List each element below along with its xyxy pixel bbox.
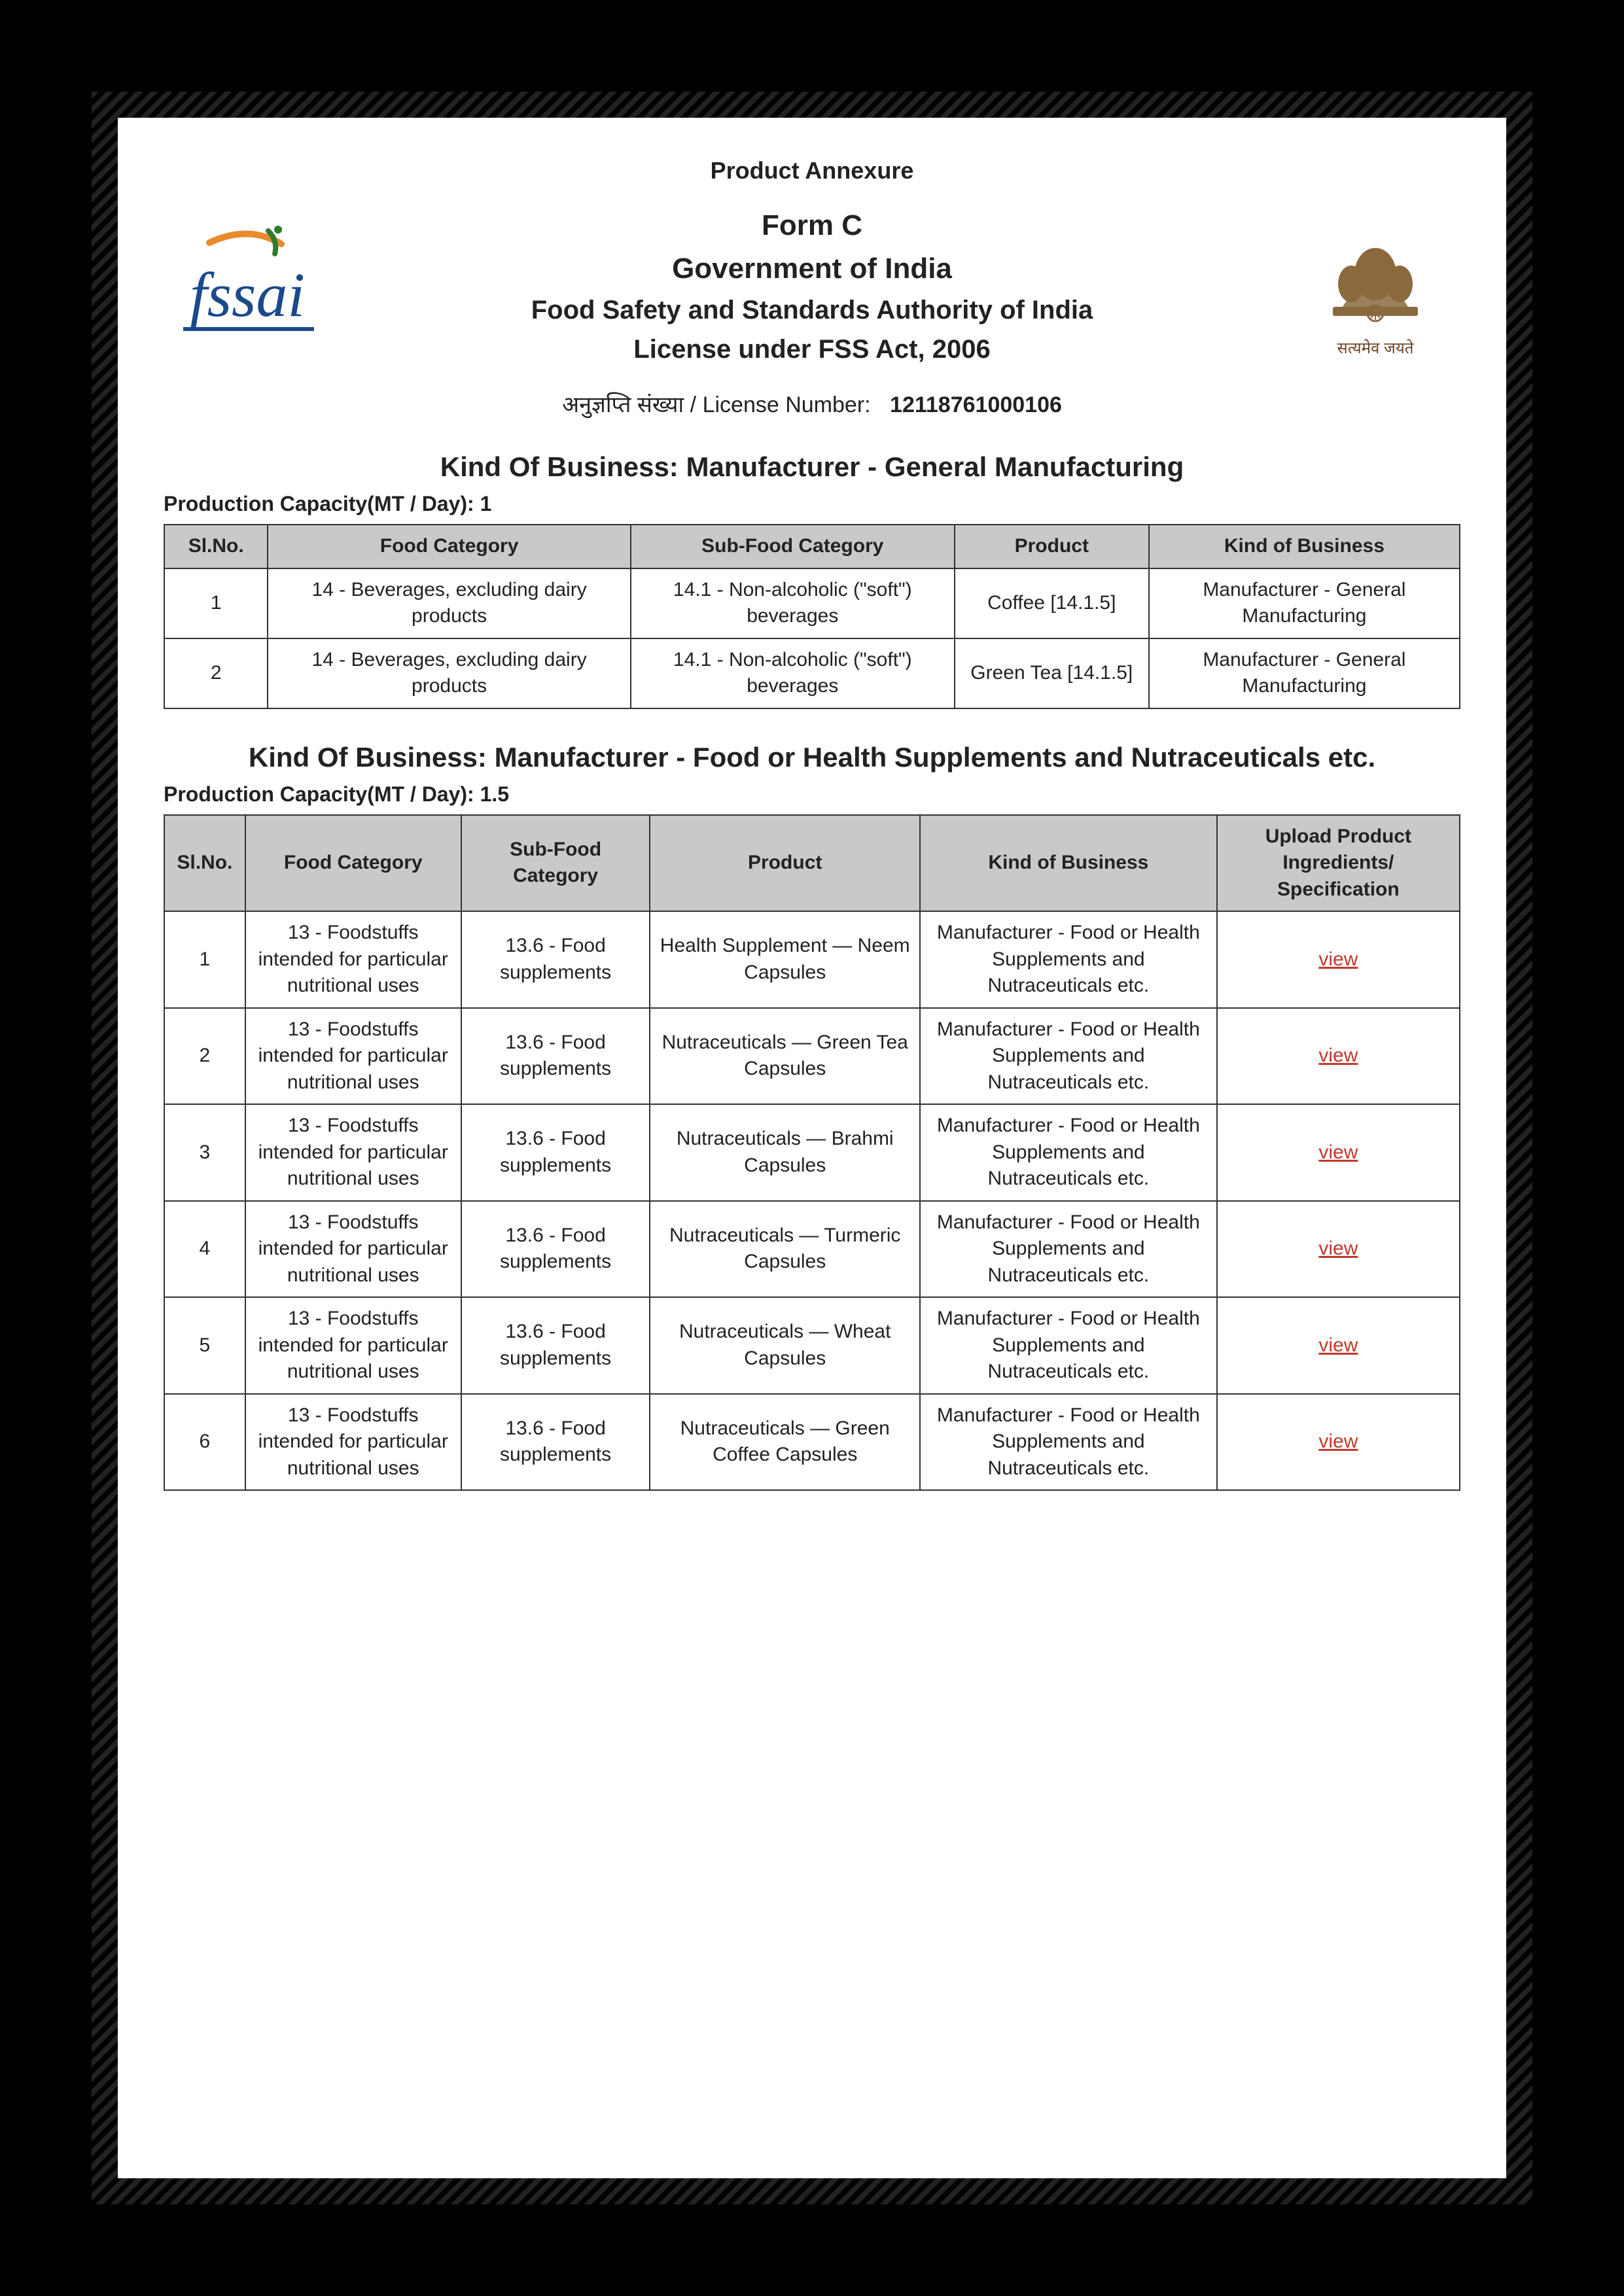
annexure-title: Product Annexure [164,157,1460,184]
cell: 13.6 - Food supplements [461,1297,650,1394]
col-product: Product [955,525,1149,568]
decorative-frame-inner: Product Annexure fssai Form C Government… [92,92,1532,2204]
col-sub-category: Sub-Food Category [631,525,955,568]
col-kob: Kind of Business [1149,525,1460,568]
cell: 6 [164,1394,245,1491]
cell: Nutraceuticals — Green Coffee Capsules [650,1394,920,1491]
form-title: Form C [334,204,1290,247]
cell: 13 - Foodstuffs intended for particular … [245,1297,461,1394]
cell: Manufacturer - General Manufacturing [1149,638,1460,708]
table-row: 313 - Foodstuffs intended for particular… [164,1104,1460,1201]
view-link[interactable]: view [1318,1431,1358,1452]
decorative-frame-outer: Product Annexure fssai Form C Government… [0,0,1624,2296]
national-emblem: सत्यमेव जयते [1290,215,1460,358]
cell: 2 [164,638,268,708]
cell: Nutraceuticals — Green Tea Capsules [650,1008,920,1105]
col-product: Product [650,815,920,912]
col-food-category: Food Category [245,815,461,912]
table-row: 513 - Foodstuffs intended for particular… [164,1297,1460,1394]
cell: Manufacturer - Food or Health Supplement… [920,1201,1217,1298]
cell: 5 [164,1297,245,1394]
cell: Manufacturer - Food or Health Supplement… [920,911,1217,1008]
cell: 3 [164,1104,245,1201]
license-number: 12118761000106 [890,392,1062,417]
cell-view: view [1217,1008,1460,1105]
products-table-2: Sl.No. Food Category Sub-Food Category P… [164,814,1460,1491]
kob-heading-2: Kind Of Business: Manufacturer - Food or… [164,742,1460,773]
col-slno: Sl.No. [164,815,245,912]
document-page: Product Annexure fssai Form C Government… [118,118,1506,2178]
cell-view: view [1217,1104,1460,1201]
cell: 14.1 - Non-alcoholic ("soft") beverages [631,638,955,708]
cell: 14 - Beverages, excluding dairy products [268,568,630,638]
header-row: fssai Form C Government of India Food Sa… [164,204,1460,369]
cell: Nutraceuticals — Brahmi Capsules [650,1104,920,1201]
table-header-row: Sl.No. Food Category Sub-Food Category P… [164,815,1460,912]
cell: 13.6 - Food supplements [461,1394,650,1491]
fssai-logo: fssai [164,218,334,355]
gov-line: Government of India [334,247,1290,290]
products-table-1: Sl.No. Food Category Sub-Food Category P… [164,524,1460,709]
authority-line: Food Safety and Standards Authority of I… [334,290,1290,330]
cell: 14 - Beverages, excluding dairy products [268,638,630,708]
table-row: 214 - Beverages, excluding dairy product… [164,638,1460,708]
table-header-row: Sl.No. Food Category Sub-Food Category P… [164,525,1460,568]
cell-view: view [1217,1201,1460,1298]
table-row: 613 - Foodstuffs intended for particular… [164,1394,1460,1491]
capacity-2: Production Capacity(MT / Day): 1.5 [164,782,1460,807]
cell: 13.6 - Food supplements [461,1104,650,1201]
view-link[interactable]: view [1318,1141,1358,1163]
cell: Green Tea [14.1.5] [955,638,1149,708]
cell: 2 [164,1008,245,1105]
table-row: 413 - Foodstuffs intended for particular… [164,1201,1460,1298]
cell: Coffee [14.1.5] [955,568,1149,638]
cell: Nutraceuticals — Turmeric Capsules [650,1201,920,1298]
svg-text:fssai: fssai [190,260,305,330]
cell: 1 [164,911,245,1008]
cell: Manufacturer - Food or Health Supplement… [920,1394,1217,1491]
col-upload-spec: Upload Product Ingredients/ Specificatio… [1217,815,1460,912]
cell: Nutraceuticals — Wheat Capsules [650,1297,920,1394]
col-kob: Kind of Business [920,815,1217,912]
cell-view: view [1217,1297,1460,1394]
cell: Manufacturer - Food or Health Supplement… [920,1008,1217,1105]
view-link[interactable]: view [1318,948,1358,970]
cell: 13 - Foodstuffs intended for particular … [245,1201,461,1298]
col-food-category: Food Category [268,525,630,568]
cell: 13 - Foodstuffs intended for particular … [245,1394,461,1491]
cell: 1 [164,568,268,638]
cell: Health Supplement — Neem Capsules [650,911,920,1008]
cell: 13.6 - Food supplements [461,1008,650,1105]
license-act-line: License under FSS Act, 2006 [334,330,1290,369]
license-label: अनुज्ञप्ति संख्या / License Number: [562,392,871,417]
col-sub-category: Sub-Food Category [461,815,650,912]
col-slno: Sl.No. [164,525,268,568]
cell: Manufacturer - General Manufacturing [1149,568,1460,638]
cell: 13.6 - Food supplements [461,1201,650,1298]
cell: 13 - Foodstuffs intended for particular … [245,911,461,1008]
emblem-caption: सत्यमेव जयते [1337,339,1414,357]
license-number-row: अनुज्ञप्ति संख्या / License Number: 1211… [164,389,1460,419]
capacity-1: Production Capacity(MT / Day): 1 [164,492,1460,516]
cell: 4 [164,1201,245,1298]
cell: 13 - Foodstuffs intended for particular … [245,1104,461,1201]
table-row: 114 - Beverages, excluding dairy product… [164,568,1460,638]
view-link[interactable]: view [1318,1045,1358,1066]
cell: 14.1 - Non-alcoholic ("soft") beverages [631,568,955,638]
cell: Manufacturer - Food or Health Supplement… [920,1297,1217,1394]
kob-heading-1: Kind Of Business: Manufacturer - General… [164,451,1460,483]
cell: Manufacturer - Food or Health Supplement… [920,1104,1217,1201]
cell-view: view [1217,911,1460,1008]
view-link[interactable]: view [1318,1334,1358,1356]
cell: 13.6 - Food supplements [461,911,650,1008]
cell-view: view [1217,1394,1460,1491]
table-row: 113 - Foodstuffs intended for particular… [164,911,1460,1008]
header-center: Form C Government of India Food Safety a… [334,204,1290,369]
table-row: 213 - Foodstuffs intended for particular… [164,1008,1460,1105]
cell: 13 - Foodstuffs intended for particular … [245,1008,461,1105]
view-link[interactable]: view [1318,1238,1358,1259]
